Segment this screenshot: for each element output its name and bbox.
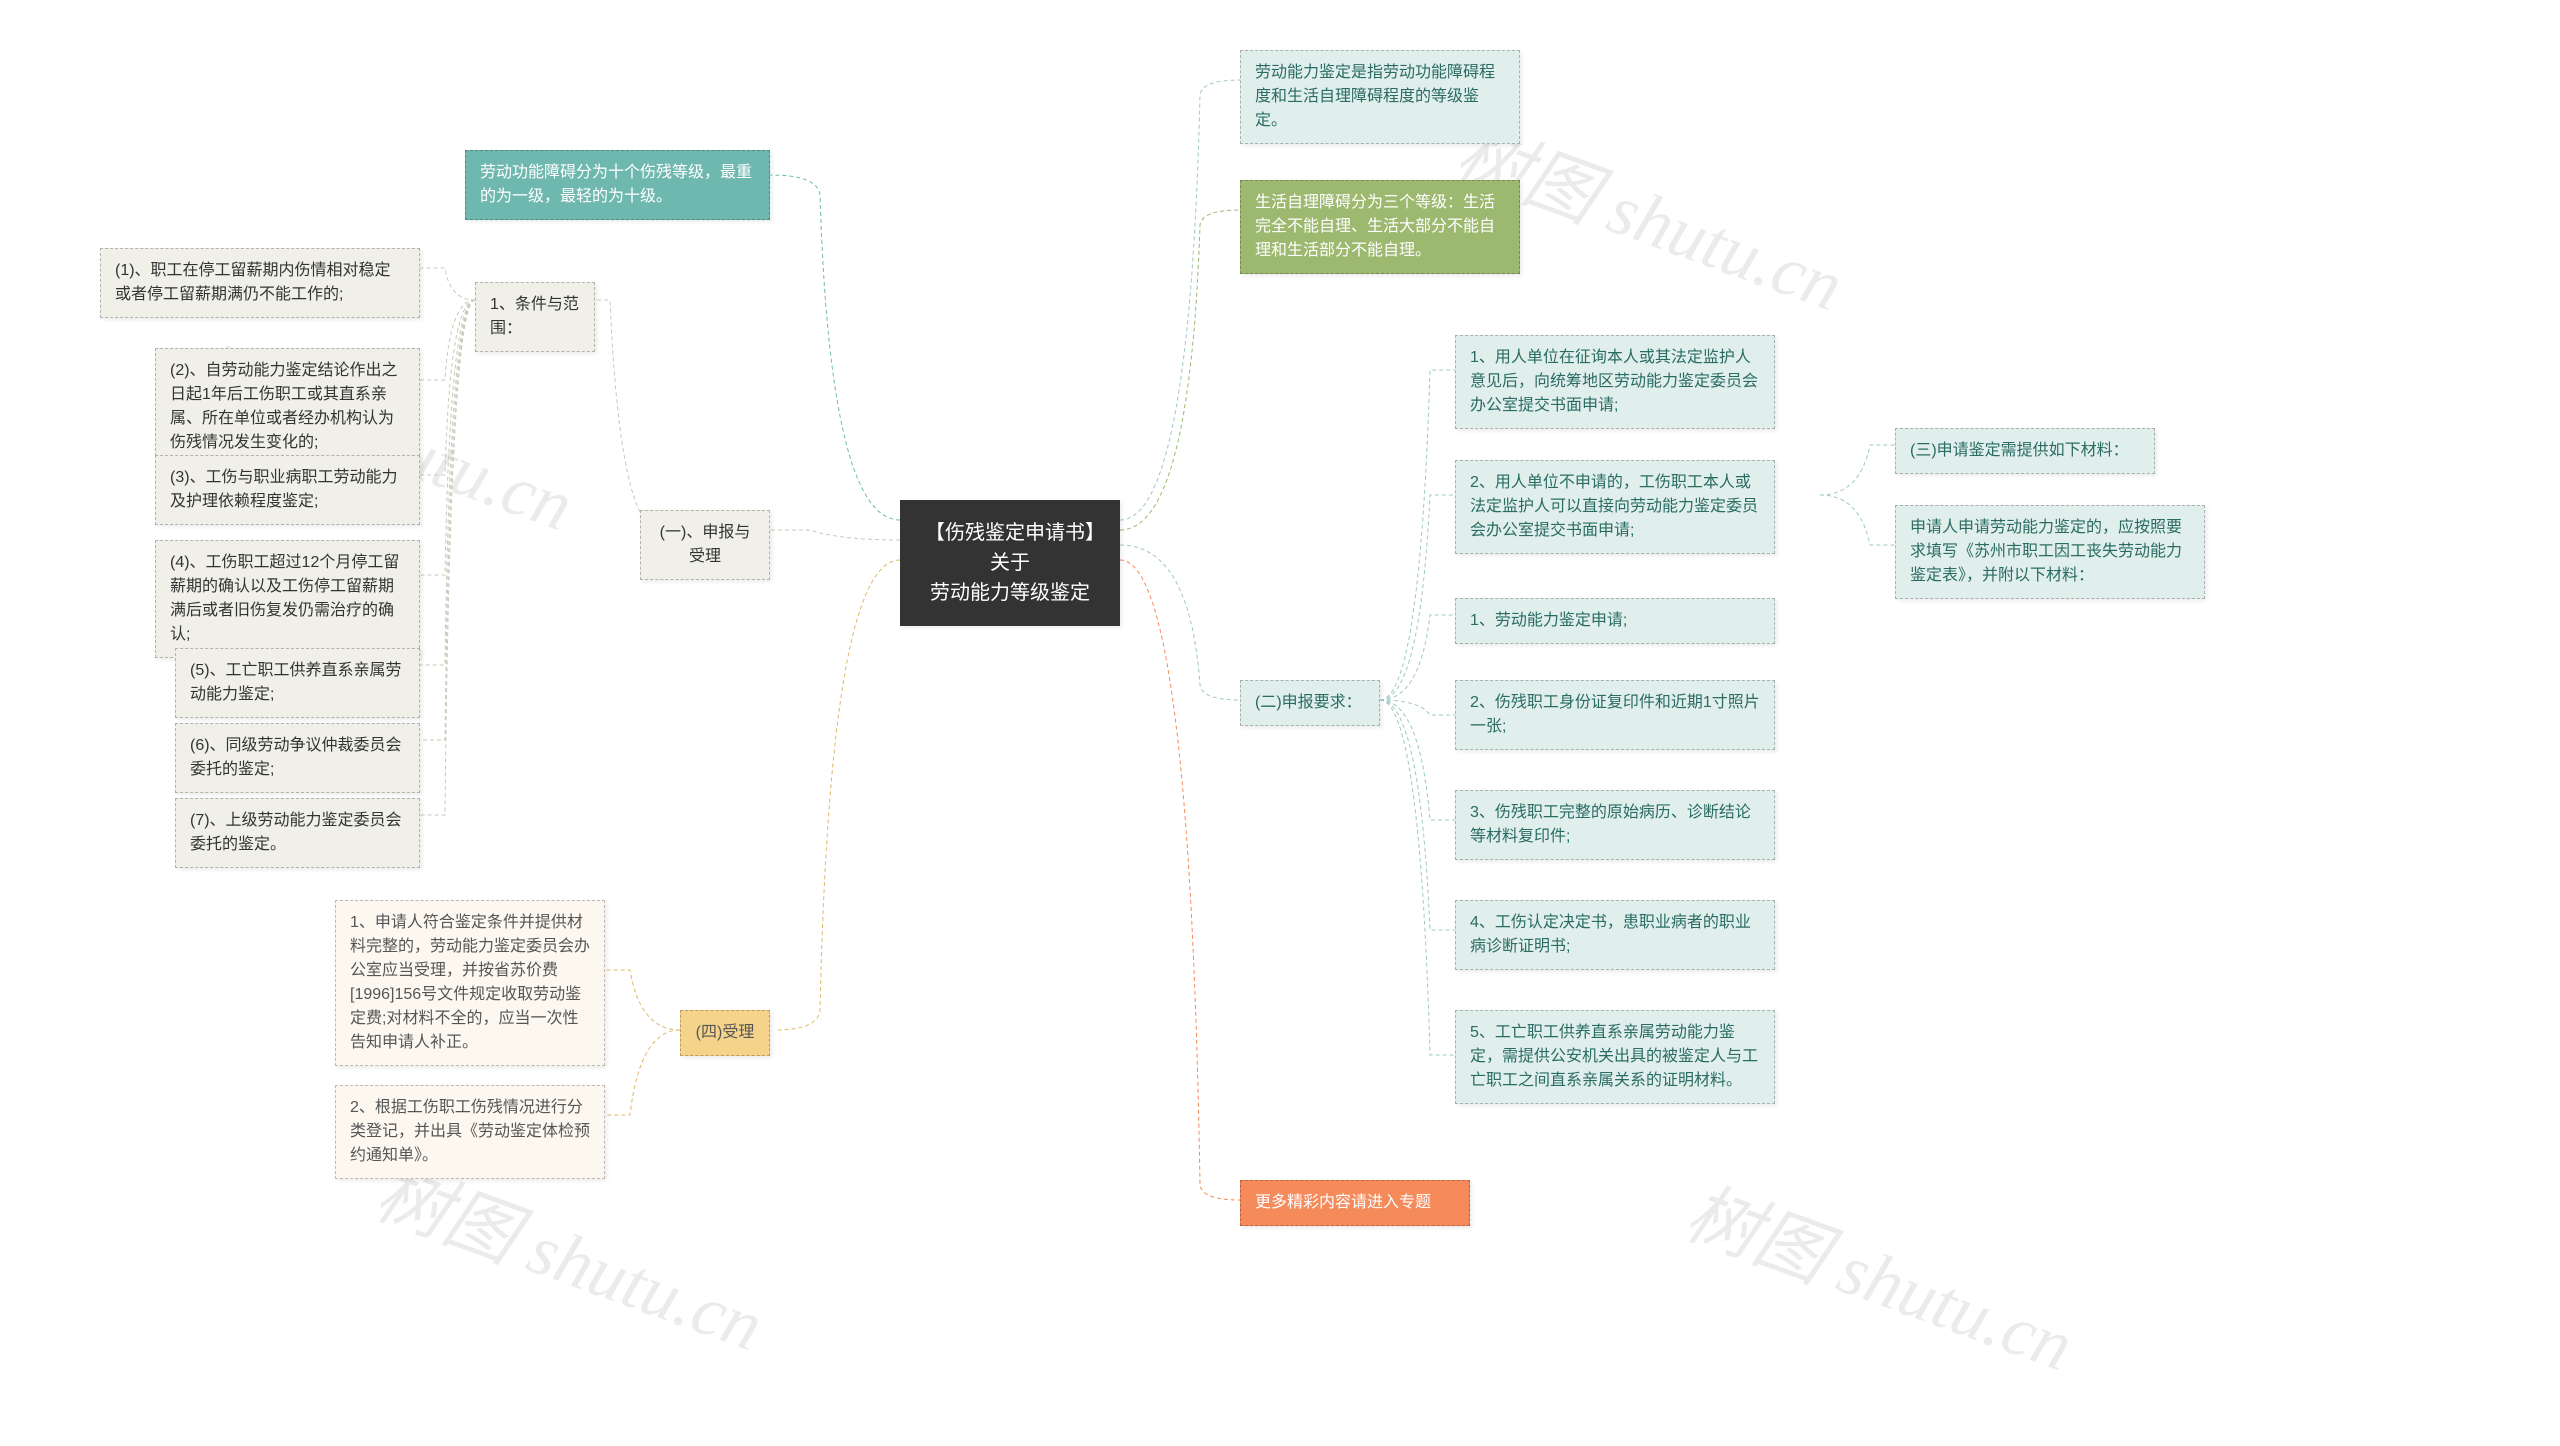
left-l2-c1-g1: (1)、职工在停工留薪期内伤情相对稳定或者停工留薪期满仍不能工作的; [100, 248, 420, 318]
right-r3-c2: 2、用人单位不申请的，工伤职工本人或法定监护人可以直接向劳动能力鉴定委员会办公室… [1455, 460, 1775, 554]
left-l2-c1-g4: (4)、工伤职工超过12个月停工留薪期的确认以及工伤停工留薪期满后或者旧伤复发仍… [155, 540, 420, 658]
left-branch-3: (四)受理 [680, 1010, 770, 1056]
left-l2-c1-g5: (5)、工亡职工供养直系亲属劳动能力鉴定; [175, 648, 420, 718]
right-r3-c1: 1、用人单位在征询本人或其法定监护人意见后，向统筹地区劳动能力鉴定委员会办公室提… [1455, 335, 1775, 429]
left-branch-2: (一)、申报与受理 [640, 510, 770, 580]
right-branch-4: 更多精彩内容请进入专题 [1240, 1180, 1470, 1226]
right-r3-c7: 5、工亡职工供养直系亲属劳动能力鉴定，需提供公安机关出具的被鉴定人与工亡职工之间… [1455, 1010, 1775, 1104]
right-r3-c5: 3、伤残职工完整的原始病历、诊断结论等材料复印件; [1455, 790, 1775, 860]
right-r3-c4: 2、伤残职工身份证复印件和近期1寸照片一张; [1455, 680, 1775, 750]
right-r3-c6: 4、工伤认定决定书，患职业病者的职业病诊断证明书; [1455, 900, 1775, 970]
right-branch-2: 生活自理障碍分为三个等级：生活完全不能自理、生活大部分不能自理和生活部分不能自理… [1240, 180, 1520, 274]
right-r3-c2-g2: 申请人申请劳动能力鉴定的，应按照要求填写《苏州市职工因工丧失劳动能力鉴定表》，并… [1895, 505, 2205, 599]
left-l3-c1: 1、申请人符合鉴定条件并提供材料完整的，劳动能力鉴定委员会办公室应当受理，并按省… [335, 900, 605, 1066]
left-l2-c1: 1、条件与范围： [475, 282, 595, 352]
left-l2-c1-g7: (7)、上级劳动能力鉴定委员会委托的鉴定。 [175, 798, 420, 868]
right-branch-3: (二)申报要求： [1240, 680, 1380, 726]
left-branch-1: 劳动功能障碍分为十个伤残等级，最重的为一级，最轻的为十级。 [465, 150, 770, 220]
left-l2-c1-g6: (6)、同级劳动争议仲裁委员会委托的鉴定; [175, 723, 420, 793]
root-node: 【伤残鉴定申请书】关于 劳动能力等级鉴定 [900, 500, 1120, 626]
left-l3-c2: 2、根据工伤职工伤残情况进行分类登记，并出具《劳动鉴定体检预约通知单》。 [335, 1085, 605, 1179]
watermark: 树图 shutu.cn [1674, 1154, 2090, 1391]
left-l2-c1-g3: (3)、工伤与职业病职工劳动能力及护理依赖程度鉴定; [155, 455, 420, 525]
right-branch-1: 劳动能力鉴定是指劳动功能障碍程度和生活自理障碍程度的等级鉴定。 [1240, 50, 1520, 144]
left-l2-c1-g2: (2)、自劳动能力鉴定结论作出之日起1年后工伤职工或其直系亲属、所在单位或者经办… [155, 348, 420, 466]
right-r3-c3: 1、劳动能力鉴定申请; [1455, 598, 1775, 644]
right-r3-c2-g1: (三)申请鉴定需提供如下材料： [1895, 428, 2155, 474]
